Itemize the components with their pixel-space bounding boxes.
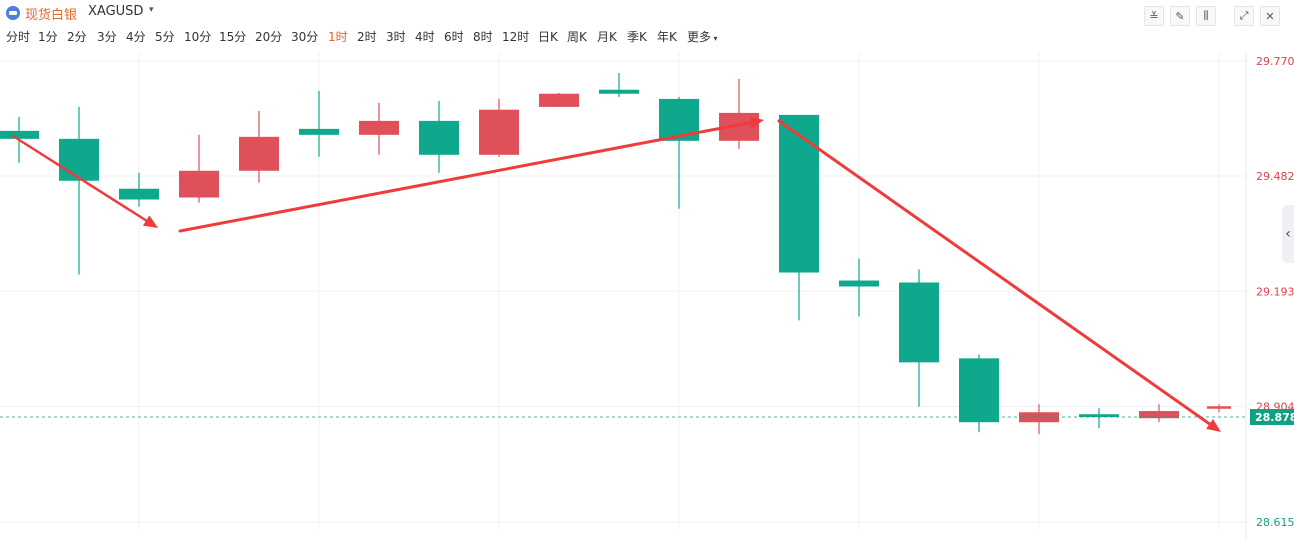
period-tab[interactable]: 季K bbox=[627, 30, 647, 44]
candle-body bbox=[419, 120, 459, 155]
more-dropdown-icon[interactable]: ▾ bbox=[711, 34, 718, 43]
candle[interactable] bbox=[1079, 408, 1119, 429]
period-tab[interactable]: 3分 bbox=[97, 30, 117, 44]
candle[interactable] bbox=[359, 102, 399, 155]
candle-body bbox=[599, 89, 639, 94]
candle[interactable] bbox=[959, 354, 999, 433]
period-tab[interactable]: 月K bbox=[597, 30, 617, 44]
y-tick-label: 29.193 bbox=[1256, 285, 1294, 298]
period-tab[interactable]: 12时 bbox=[502, 30, 530, 44]
candle-body bbox=[539, 93, 579, 107]
candle[interactable] bbox=[1139, 404, 1179, 423]
period-tab[interactable]: 15分 bbox=[219, 30, 247, 44]
candle[interactable] bbox=[899, 269, 939, 407]
period-tab[interactable]: 6时 bbox=[444, 30, 464, 44]
y-tick-label: 28.615 bbox=[1256, 516, 1294, 529]
period-tab[interactable]: 1时 bbox=[328, 30, 348, 44]
draw-icon[interactable]: ✎ bbox=[1170, 6, 1190, 26]
candle[interactable] bbox=[299, 90, 339, 157]
period-tab[interactable]: 10分 bbox=[184, 30, 212, 44]
period-tab[interactable]: 1分 bbox=[38, 30, 58, 44]
candle-body bbox=[59, 138, 99, 181]
candle-body bbox=[119, 188, 159, 200]
trend-arrow bbox=[11, 134, 158, 228]
current-price-label: 28.878 bbox=[1255, 411, 1294, 424]
y-tick-label: 29.770 bbox=[1256, 55, 1294, 68]
candle-body bbox=[899, 282, 939, 363]
candle-body bbox=[479, 109, 519, 155]
period-tab[interactable]: 年K bbox=[657, 30, 677, 44]
candle[interactable] bbox=[839, 258, 879, 317]
candle-type-icon[interactable]: ⫼ bbox=[1196, 6, 1216, 26]
candle[interactable] bbox=[59, 106, 99, 275]
candle-body bbox=[0, 130, 39, 139]
period-tab[interactable]: 8时 bbox=[473, 30, 493, 44]
period-tab[interactable]: 5分 bbox=[155, 30, 175, 44]
candle-body bbox=[239, 136, 279, 171]
period-tab[interactable]: 4分 bbox=[126, 30, 146, 44]
trend-arrow bbox=[777, 119, 1221, 432]
period-tab[interactable]: 分时 bbox=[6, 30, 31, 44]
candle-body bbox=[1139, 411, 1179, 419]
period-tab[interactable]: 日K bbox=[538, 30, 558, 44]
candle[interactable] bbox=[239, 110, 279, 183]
close-icon[interactable]: ✕ bbox=[1260, 6, 1280, 26]
candle-body bbox=[1207, 406, 1231, 409]
candle[interactable] bbox=[419, 100, 459, 173]
symbol-dropdown-icon[interactable]: ▾ bbox=[149, 5, 154, 15]
expand-icon[interactable]: ⤢ bbox=[1234, 6, 1254, 26]
candle[interactable] bbox=[539, 92, 579, 107]
chart-toolbar: ≚ ✎ ⫼ ⤢ ✕ bbox=[1144, 6, 1280, 26]
collapse-panel-icon[interactable]: ‹ bbox=[1282, 205, 1294, 263]
period-tab[interactable]: 4时 bbox=[415, 30, 435, 44]
candle[interactable] bbox=[479, 98, 519, 157]
symbol-code[interactable]: XAGUSD bbox=[88, 4, 144, 19]
period-tab[interactable]: 30分 bbox=[291, 30, 319, 44]
candle-body bbox=[959, 358, 999, 423]
period-tab[interactable]: 20分 bbox=[255, 30, 283, 44]
candle-body bbox=[299, 128, 339, 135]
candle-body bbox=[359, 120, 399, 135]
period-tab[interactable]: 2时 bbox=[357, 30, 377, 44]
period-tab[interactable]: 周K bbox=[567, 30, 587, 44]
y-tick-label: 29.482 bbox=[1256, 170, 1294, 183]
candle-body bbox=[179, 170, 219, 198]
period-tab[interactable]: 3时 bbox=[386, 30, 406, 44]
symbol-name[interactable]: 现货白银 bbox=[25, 8, 78, 23]
candle[interactable] bbox=[719, 78, 759, 149]
candle-body bbox=[839, 280, 879, 287]
candle[interactable] bbox=[119, 172, 159, 207]
trend-arrow bbox=[178, 116, 764, 233]
period-tab[interactable]: 2分 bbox=[67, 30, 87, 44]
candle-body bbox=[1079, 414, 1119, 418]
indicator-icon[interactable]: ≚ bbox=[1144, 6, 1164, 26]
candle[interactable] bbox=[779, 114, 819, 321]
chart-header: 现货白银 XAGUSD ▾ ≚ ✎ ⫼ ⤢ ✕ bbox=[0, 0, 1294, 28]
candle-body bbox=[779, 114, 819, 273]
candle[interactable] bbox=[659, 96, 699, 209]
period-tab[interactable]: 更多 ▾ bbox=[687, 30, 718, 44]
silver-logo-icon bbox=[6, 6, 20, 20]
candle[interactable] bbox=[1207, 404, 1231, 413]
candle[interactable] bbox=[1019, 404, 1059, 435]
current-price-badge: 28.878 bbox=[1250, 409, 1294, 426]
candle[interactable] bbox=[599, 72, 639, 97]
candle[interactable] bbox=[179, 134, 219, 203]
